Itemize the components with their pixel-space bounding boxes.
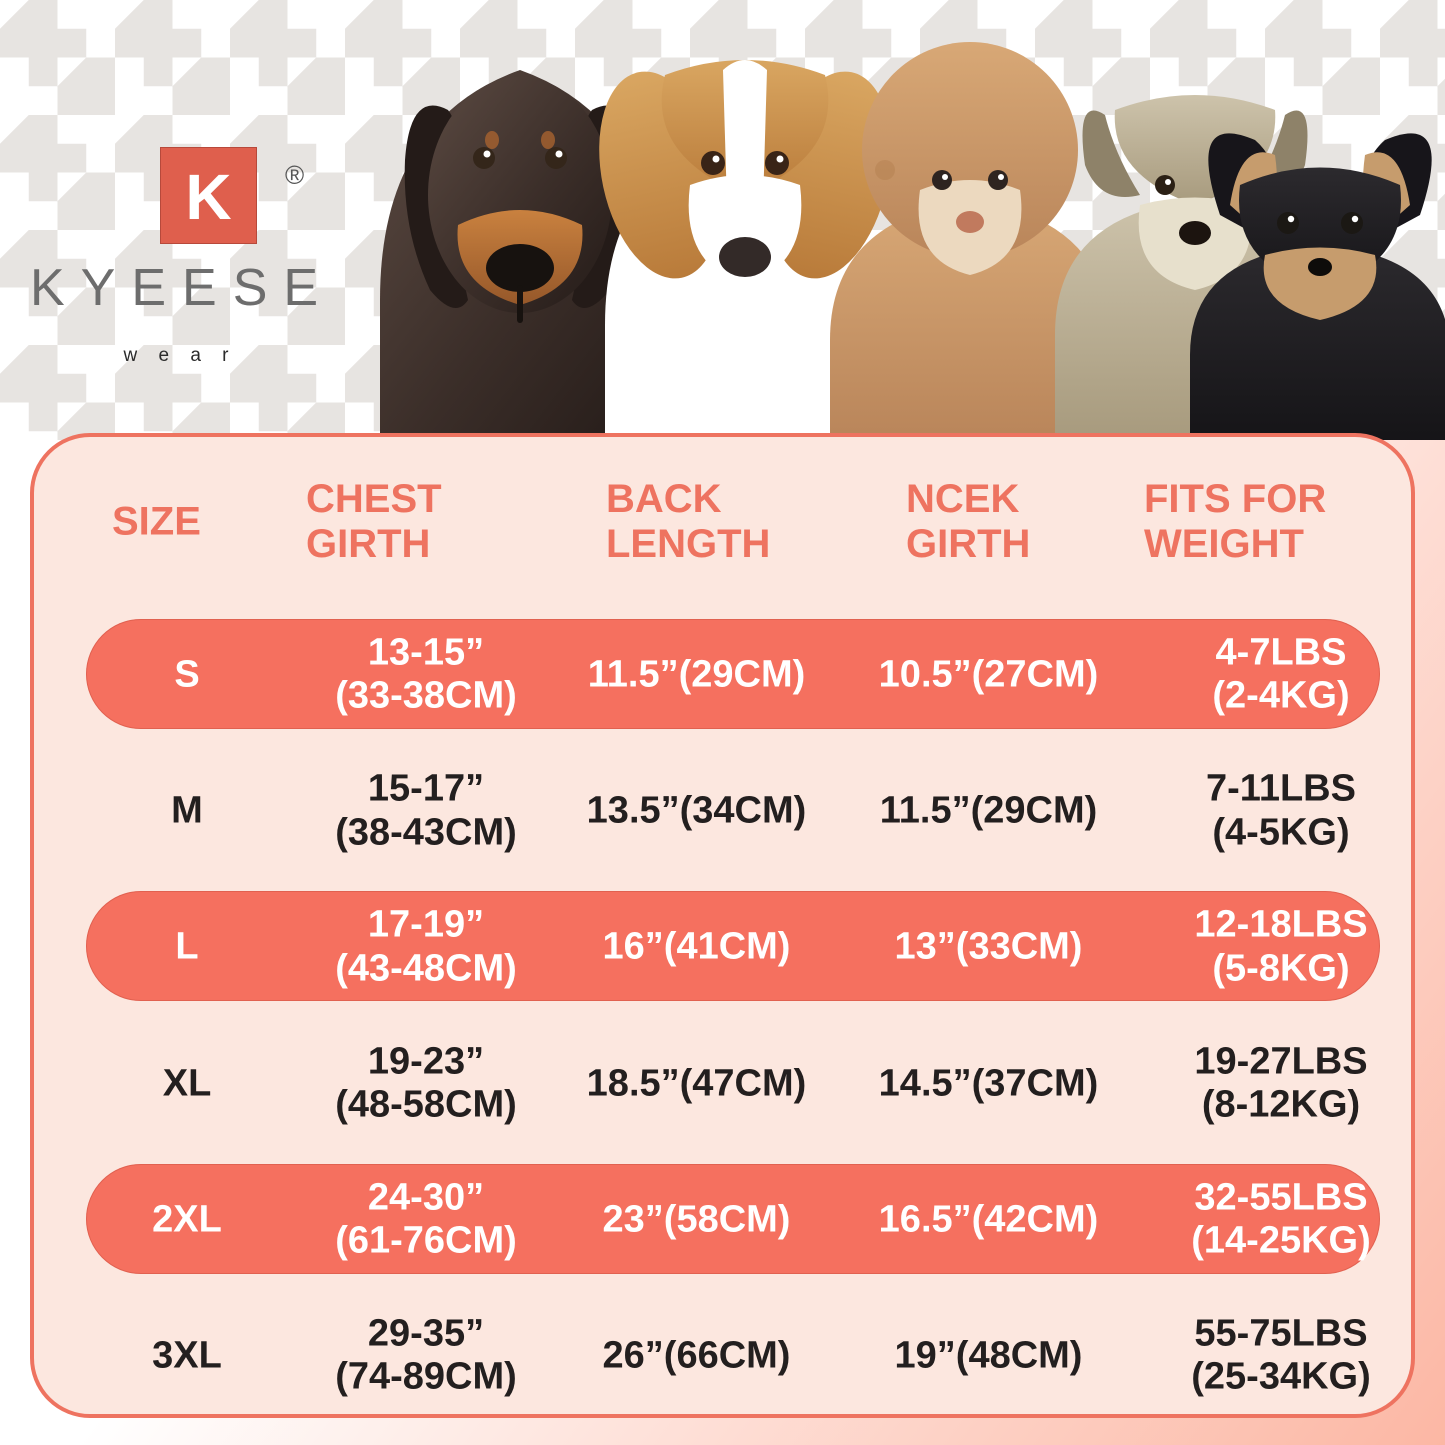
svg-text:K: K [185, 161, 231, 233]
